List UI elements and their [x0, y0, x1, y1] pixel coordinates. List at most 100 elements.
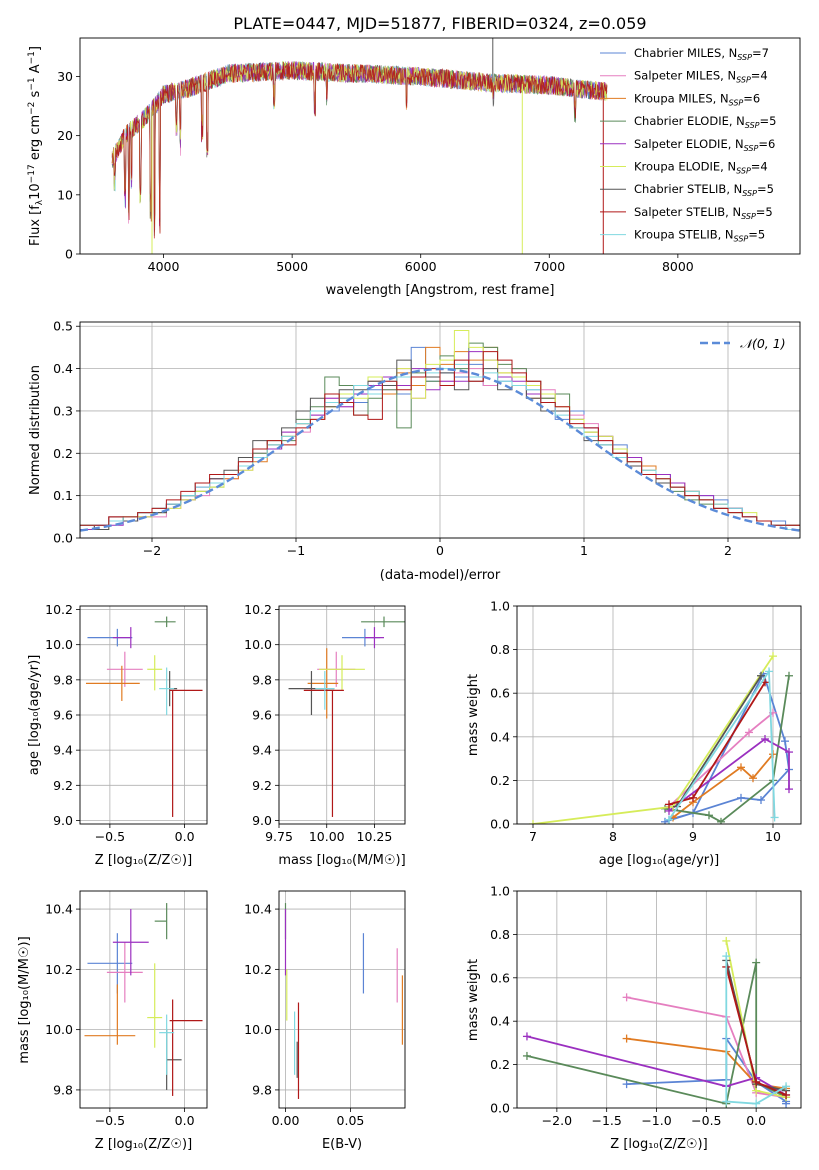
y-tick-label: 0 — [65, 247, 73, 262]
weight_vs_Z-plot — [522, 936, 791, 1108]
legend-label-main: Kroupa STELIB, N — [634, 228, 734, 242]
mass_vs_ebv-xlabel: E(B-V) — [322, 1137, 362, 1152]
legend-label-sub: SSP — [736, 167, 751, 176]
gaussian-curve — [80, 367, 800, 532]
y-tick-label: 0.0 — [53, 531, 73, 546]
legend-label-value: =6 — [758, 137, 775, 151]
y-tick-label: 30 — [57, 69, 73, 84]
age_vs_Z-frame — [79, 605, 208, 825]
age_vs_Z-xlabel: Z [log₁₀(Z/Z☉)] — [95, 853, 192, 868]
weight_vs_age-frame — [516, 605, 802, 825]
legend-label-value: =7 — [752, 46, 769, 60]
age_vs_mass-frame — [278, 605, 406, 825]
y-tick-label: 9.0 — [53, 813, 73, 828]
legend-label-sub: SSP — [734, 235, 749, 244]
y-tick-label: 1.0 — [490, 599, 510, 614]
x-tick-label: 5000 — [276, 259, 308, 274]
residuals-legend-label: 𝒩(0, 1) — [740, 336, 786, 351]
x-tick-label: 0.00 — [272, 1113, 300, 1128]
age_vs_Z-ylabel: age [log₁₀(age/yr)] — [27, 655, 42, 776]
legend-label-value: =5 — [760, 114, 777, 128]
legend-label-sub: SSP — [742, 189, 757, 198]
x-tick-label: 0.0 — [175, 1113, 195, 1128]
y-tick-label: 0.2 — [490, 773, 510, 788]
y-tick-label: 20 — [57, 128, 73, 143]
weight-series — [725, 956, 787, 1105]
spectrum-ylabel-part: −2 — [27, 102, 37, 115]
spectrum-ylabel-part: ] — [28, 46, 43, 51]
legend-label: Kroupa STELIB, NSSP=5 — [634, 228, 765, 244]
x-tick-label: −0.5 — [691, 1113, 721, 1128]
y-tick-label: 10.0 — [244, 637, 272, 652]
x-tick-label: 9 — [689, 829, 697, 844]
mass_vs_Z-frame — [79, 890, 208, 1109]
spectrum-ylabel-part: 10 — [28, 183, 43, 200]
residuals-frame — [79, 321, 801, 539]
y-tick-label: 1.0 — [490, 884, 510, 899]
x-tick-label: −0.5 — [95, 1113, 125, 1128]
y-tick-label: 9.8 — [53, 1082, 73, 1097]
weight-series — [526, 1035, 787, 1096]
y-tick-label: 0.6 — [490, 686, 510, 701]
age_vs_mass-plot — [288, 616, 405, 817]
residuals-ylabel: Normed distribution — [28, 365, 43, 495]
y-tick-label: 0.2 — [490, 1057, 510, 1072]
y-tick-label: 0.4 — [53, 361, 73, 376]
y-tick-label: 0.0 — [490, 817, 510, 832]
spectrum-ylabel-part: erg cm — [28, 115, 43, 164]
legend-label-main: Kroupa MILES, N — [634, 91, 729, 105]
y-tick-label: 0.0 — [490, 1101, 510, 1116]
spectrum-ylabel-part: Flux [f — [28, 205, 43, 246]
spectrum-ylabel-part: −1 — [27, 51, 37, 64]
legend-label: Kroupa ELODIE, NSSP=4 — [634, 160, 768, 176]
x-tick-label: 4000 — [148, 259, 180, 274]
spectrum-plot — [111, 38, 608, 254]
age_vs_mass-axes: 9.75 10.00 10.25 9.0 9.2 9.4 9.6 9.8 10.0 10.2 — [244, 602, 405, 844]
x-tick-label: 0.0 — [746, 1113, 766, 1128]
spectrum-ylabel-part: −17 — [27, 164, 37, 183]
legend-label-value: =4 — [751, 160, 768, 174]
residuals-plot — [80, 329, 800, 538]
legend-label-value: =4 — [751, 69, 768, 83]
y-tick-label: 9.8 — [53, 672, 73, 687]
y-tick-label: 9.2 — [53, 778, 73, 793]
weight_vs_age-ylabel: mass weight — [466, 674, 481, 756]
residuals-xlabel: (data-model)/error — [380, 568, 501, 583]
legend-label-value: =6 — [743, 91, 760, 105]
y-tick-label: 10.0 — [244, 1022, 272, 1037]
y-tick-label: 10.2 — [244, 602, 272, 617]
x-tick-label: −2 — [143, 543, 161, 558]
y-tick-label: 9.0 — [252, 813, 272, 828]
y-tick-label: 0.4 — [490, 729, 510, 744]
x-tick-label: −2.0 — [542, 1113, 572, 1128]
x-tick-label: 10.00 — [309, 829, 345, 844]
histogram-series — [80, 351, 800, 538]
legend-label-value: =5 — [748, 228, 765, 242]
age_vs_Z-plot — [85, 616, 203, 817]
x-tick-label: 0.0 — [175, 829, 195, 844]
legend-label-sub: SSP — [729, 98, 744, 107]
spectrum-ylabel-part: −1 — [27, 77, 37, 90]
figure-title: PLATE=0447, MJD=51877, FIBERID=0324, z=0… — [233, 14, 646, 33]
spectrum-frame — [79, 37, 801, 255]
x-tick-label: 8000 — [662, 259, 694, 274]
legend-label-value: =5 — [757, 182, 774, 196]
y-tick-label: 10.4 — [45, 902, 73, 917]
y-tick-label: 10.0 — [45, 637, 73, 652]
y-tick-label: 0.1 — [53, 488, 73, 503]
y-tick-label: 10.2 — [45, 962, 73, 977]
y-tick-label: 0.8 — [490, 927, 510, 942]
weight-series — [676, 675, 762, 808]
mass_vs_Z-axes: −0.5 0.0 9.8 10.0 10.2 10.4 — [45, 891, 207, 1128]
y-tick-label: 0.6 — [490, 970, 510, 985]
x-tick-label: −1.5 — [592, 1113, 622, 1128]
mass_vs_ebv-frame — [278, 890, 406, 1109]
legend-label: Salpeter ELODIE, NSSP=6 — [634, 137, 775, 153]
legend-label-main: Chabrier ELODIE, N — [634, 114, 745, 128]
y-tick-label: 9.8 — [252, 672, 272, 687]
spectrum-ylabel-part: λ — [35, 199, 45, 205]
x-tick-label: 1 — [580, 543, 588, 558]
x-tick-label: 9.75 — [265, 829, 293, 844]
